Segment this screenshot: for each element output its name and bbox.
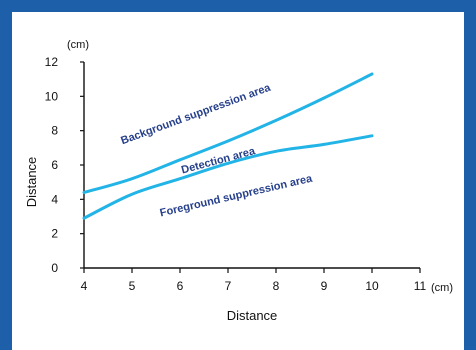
y-tick-label: 10 xyxy=(45,89,59,103)
y-tick-label: 0 xyxy=(51,261,58,275)
y-tick-label: 6 xyxy=(51,158,58,172)
x-tick-label: 7 xyxy=(225,279,232,293)
chart-svg: 4 5 6 7 8 9 10 11 0 2 4 6 8 10 12 Background suppressi… xyxy=(24,39,453,323)
y-tick-label: 8 xyxy=(51,124,58,138)
series-lower-boundary xyxy=(82,134,374,220)
chart-panel: 4 5 6 7 8 9 10 11 0 2 4 6 8 10 12 Background suppressi… xyxy=(12,12,464,350)
x-tick-label: 8 xyxy=(273,279,280,293)
series-upper-boundary xyxy=(82,72,374,194)
x-tick-label: 4 xyxy=(81,279,88,293)
y-unit-label: (cm) xyxy=(67,39,89,51)
x-tick-label: 11 xyxy=(414,279,427,293)
ticks: 4 5 6 7 8 9 10 11 0 2 4 6 8 10 12 xyxy=(45,55,427,293)
y-tick-label: 12 xyxy=(45,55,59,69)
x-tick-label: 9 xyxy=(321,279,328,293)
y-tick-label: 4 xyxy=(51,192,58,206)
x-tick-label: 10 xyxy=(365,279,379,293)
series-layer xyxy=(82,72,374,220)
x-tick-label: 5 xyxy=(129,279,136,293)
y-tick-label: 2 xyxy=(51,227,58,241)
annotation-1: Background suppression area xyxy=(119,81,273,147)
x-tick-label: 6 xyxy=(177,279,184,293)
x-axis-title: Distance xyxy=(227,308,278,323)
x-unit-label: (cm) xyxy=(431,282,453,294)
annotation-2: Detection area xyxy=(180,145,257,176)
y-axis-title: Distance xyxy=(24,157,39,208)
